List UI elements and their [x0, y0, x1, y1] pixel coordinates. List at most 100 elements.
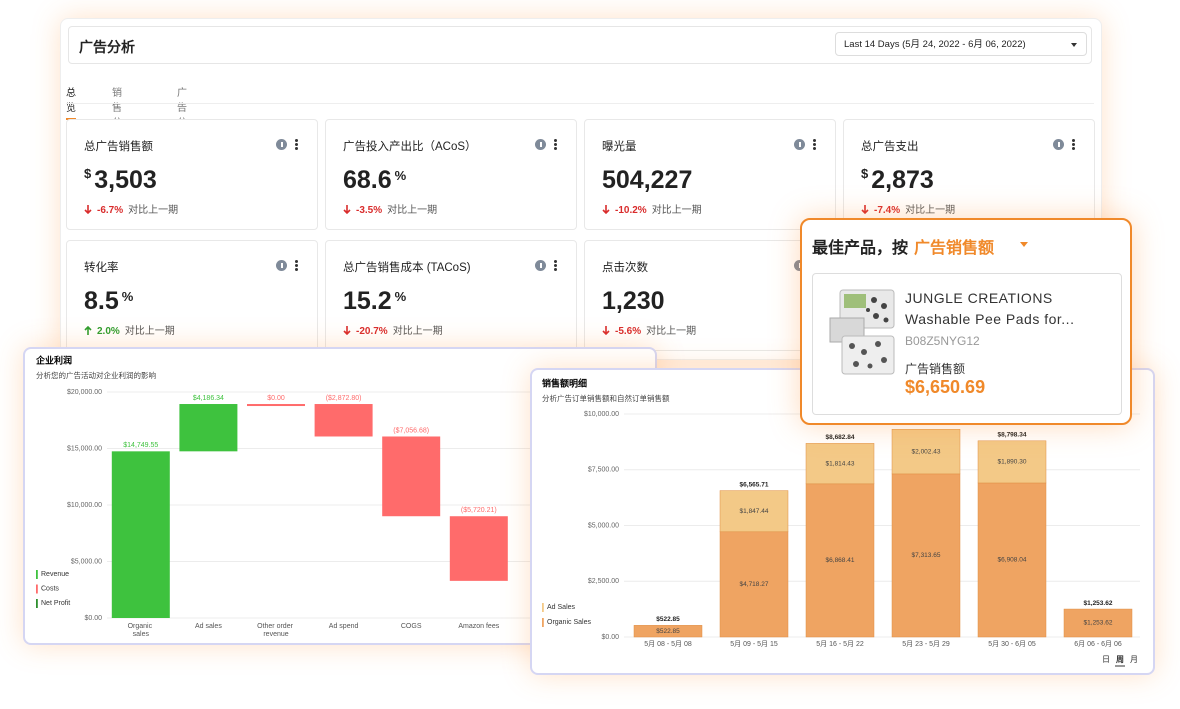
kpi-title: 总广告支出 — [861, 141, 919, 153]
kpi-prefix: $ — [84, 166, 92, 181]
kpi-change-value: 2.0% — [97, 326, 120, 337]
info-icon — [276, 260, 287, 271]
menu-icon[interactable] — [554, 139, 557, 142]
product-metric-value: $6,650.69 — [905, 377, 986, 397]
x-tick-label: 6月 06 - 6月 06 — [1074, 640, 1122, 648]
metric-selector[interactable]: 广告销售额 — [914, 240, 995, 257]
kpi-number: 15.2 — [343, 287, 392, 315]
x-tick-label: Organic sales — [128, 623, 154, 638]
kpi-card: 曝光量 504,227 -10.2% 对比上一期 — [584, 119, 836, 230]
period-toggle[interactable]: 日 — [1102, 655, 1110, 664]
tab[interactable]: 总览 — [66, 84, 76, 120]
popup-title: 最佳产品，按 广告销售额 — [812, 234, 994, 258]
kpi-card: 总广告销售成本 (TACoS) 15.2% -20.7% 对比上一期 — [325, 240, 577, 351]
y-tick-label: $15,000.00 — [67, 445, 102, 452]
kpi-change: -7.4% 对比上一期 — [861, 201, 955, 216]
data-label: $6,908.04 — [998, 557, 1027, 564]
menu-icon[interactable] — [554, 260, 557, 263]
waterfall-bar — [247, 404, 305, 407]
x-tick-label: Other order revenue — [257, 623, 295, 638]
bar-segment — [719, 490, 789, 533]
x-tick-label: Ad sales — [195, 623, 222, 630]
kpi-change: -6.7% 对比上一期 — [84, 201, 178, 216]
waterfall-bar — [111, 451, 170, 618]
x-tick-label: Ad spend — [329, 623, 359, 630]
data-label: $1,253.62 — [1084, 620, 1113, 627]
kpi-card: 转化率 8.5% 2.0% 对比上一期 — [66, 240, 318, 351]
kpi-value: 8.5% — [84, 287, 133, 316]
page-title: 广告分析 — [79, 39, 135, 55]
kpi-value: $3,503 — [84, 166, 157, 195]
product-card[interactable]: JUNGLE CREATIONS Washable Pee Pads for..… — [812, 273, 1122, 415]
trend-arrow — [861, 205, 869, 215]
info-icon — [794, 260, 805, 271]
data-label: ($7,056.68) — [393, 427, 429, 434]
trend-arrow — [84, 205, 92, 215]
total-label: $8,682.84 — [826, 434, 855, 441]
kpi-value: 68.6% — [343, 166, 406, 195]
kpi-change: -10.2% 对比上一期 — [602, 201, 702, 216]
kpi-card: 广告投入产出比（ACoS） 68.6% -3.5% 对比上一期 — [325, 119, 577, 230]
trend-arrow — [84, 325, 92, 335]
chart-title: 销售额明细 — [542, 377, 587, 388]
kpi-value: 504,227 — [602, 166, 692, 195]
kpi-change-value: -10.2% — [615, 205, 647, 216]
info-icon — [1053, 139, 1064, 150]
bar-segment — [891, 473, 961, 638]
kpi-value: $2,873 — [861, 166, 934, 195]
period-toggle[interactable]: 月 — [1130, 655, 1138, 664]
menu-icon[interactable] — [813, 139, 816, 142]
legend-label: Organic Sales — [547, 619, 591, 626]
metric-caret — [1020, 242, 1028, 247]
kpi-change-value: -7.4% — [874, 205, 901, 216]
kpi-compare: 对比上一期 — [646, 326, 697, 337]
legend-swatch — [542, 618, 544, 627]
trend-arrow — [602, 205, 610, 215]
bar-segment — [719, 531, 789, 638]
popup-title-text: 最佳产品，按 — [812, 240, 909, 257]
kpi-change-value: -5.6% — [615, 326, 642, 337]
product-asin: B08Z5NYG12 — [905, 334, 980, 348]
kpi-change-value: -3.5% — [356, 205, 383, 216]
bar-segment — [977, 440, 1047, 484]
waterfall-bar — [314, 404, 373, 437]
kpi-card: 总广告支出 $2,873 -7.4% 对比上一期 — [843, 119, 1095, 230]
bar-segment — [633, 625, 703, 638]
legend-swatch — [542, 603, 544, 612]
kpi-compare: 对比上一期 — [387, 205, 438, 216]
kpi-number: 8.5 — [84, 287, 119, 315]
y-tick-label: $10,000.00 — [67, 502, 102, 509]
period-toggle[interactable]: 周 — [1116, 655, 1124, 664]
y-tick-label: $7,500.00 — [588, 467, 619, 474]
kpi-compare: 对比上一期 — [124, 326, 175, 337]
product-name: Washable Pee Pads for... — [905, 311, 1075, 327]
bar-segment — [805, 443, 875, 485]
trend-arrow — [343, 326, 351, 336]
data-label: $522.85 — [656, 628, 680, 635]
y-tick-label: $0.00 — [601, 634, 619, 641]
product-metric-label: 广告销售额 — [905, 362, 966, 376]
data-label: $7,313.65 — [912, 552, 941, 559]
total-label: $522.85 — [656, 616, 680, 623]
data-label: $6,868.41 — [826, 557, 855, 564]
kpi-number: 504,227 — [602, 166, 693, 194]
trend-arrow — [343, 205, 351, 215]
menu-icon[interactable] — [1072, 139, 1075, 142]
kpi-compare: 对比上一期 — [905, 205, 956, 216]
kpi-value: 1,230 — [602, 287, 665, 316]
data-label: $4,186.34 — [193, 395, 224, 402]
kpi-number: 1,230 — [602, 287, 665, 315]
kpi-number: 2,873 — [871, 166, 934, 194]
kpi-value: 15.2% — [343, 287, 406, 316]
info-icon — [535, 260, 546, 271]
menu-icon[interactable] — [295, 260, 298, 263]
kpi-change: -20.7% 对比上一期 — [343, 322, 443, 337]
menu-icon[interactable] — [295, 139, 298, 142]
data-label: $2,002.43 — [912, 448, 941, 455]
y-tick-label: $0.00 — [84, 615, 102, 622]
data-label: $14,749.55 — [123, 442, 158, 449]
date-range-dropdown[interactable]: Last 14 Days (5月 24, 2022 - 6月 06, 2022) — [835, 32, 1087, 56]
kpi-card: 总广告销售额 $3,503 -6.7% 对比上一期 — [66, 119, 318, 230]
